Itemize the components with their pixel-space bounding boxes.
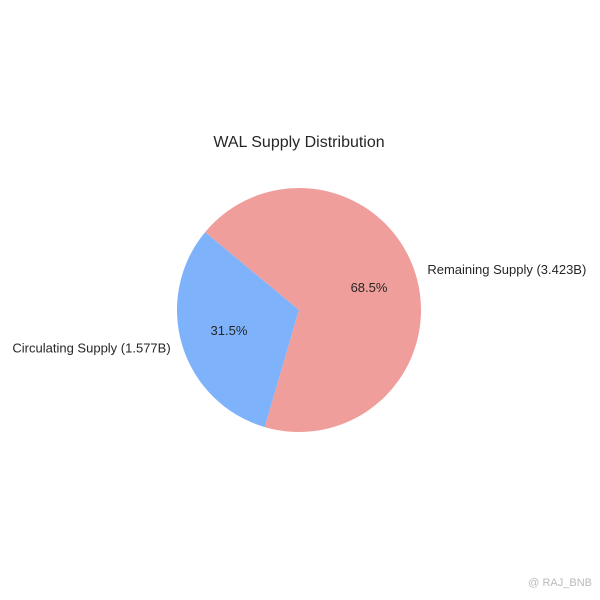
pie-slice [205,188,421,432]
pie-slice [176,232,299,428]
category-label: Circulating Supply (1.577B) [12,341,170,356]
category-label: Remaining Supply (3.423B) [427,262,586,277]
value-label: 68.5% [351,280,388,295]
chart-title: WAL Supply Distribution [213,134,384,151]
value-label: 31.5% [211,323,248,338]
watermark: @ RAJ_BNB [528,577,592,589]
